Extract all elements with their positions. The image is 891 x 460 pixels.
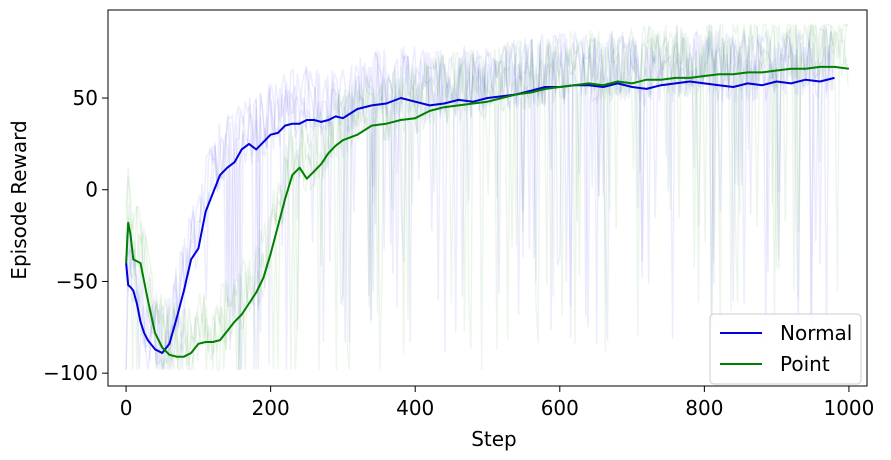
- run-trace-1-4: [125, 28, 834, 370]
- y-axis: −100 −50 0 50: [43, 86, 108, 385]
- legend: Normal Point: [709, 313, 862, 385]
- run-trace-2-4: [125, 23, 849, 371]
- legend-label-normal: Normal: [780, 321, 852, 345]
- series-layer: [125, 65, 850, 358]
- series-line-normal: [125, 76, 835, 354]
- run-trace-2-1: [125, 22, 849, 370]
- y-axis-title: Episode Reward: [7, 120, 31, 279]
- run-trace-2-2: [125, 22, 849, 370]
- x-tick-label: 1000: [823, 396, 874, 420]
- run-trace-1-2: [125, 29, 834, 370]
- legend-label-point: Point: [780, 352, 830, 376]
- x-axis: 0 200 400 600 800 1000: [120, 386, 874, 420]
- run-trace-2-3: [125, 22, 849, 371]
- y-tick-label: 0: [85, 178, 98, 202]
- x-tick-label: 800: [685, 396, 723, 420]
- x-tick-label: 200: [252, 396, 290, 420]
- x-tick-label: 600: [541, 396, 579, 420]
- y-tick-label: −100: [43, 361, 98, 385]
- y-tick-label: 50: [73, 86, 98, 110]
- legend-box: [709, 313, 862, 385]
- y-tick-label: −50: [56, 269, 98, 293]
- x-tick-label: 0: [120, 396, 133, 420]
- x-axis-title: Step: [471, 427, 517, 451]
- run-trace-1-3: [125, 26, 834, 370]
- noise-layer: [125, 22, 849, 371]
- series-line-point: [125, 65, 850, 358]
- x-tick-label: 400: [396, 396, 434, 420]
- plot-frame: [107, 9, 868, 387]
